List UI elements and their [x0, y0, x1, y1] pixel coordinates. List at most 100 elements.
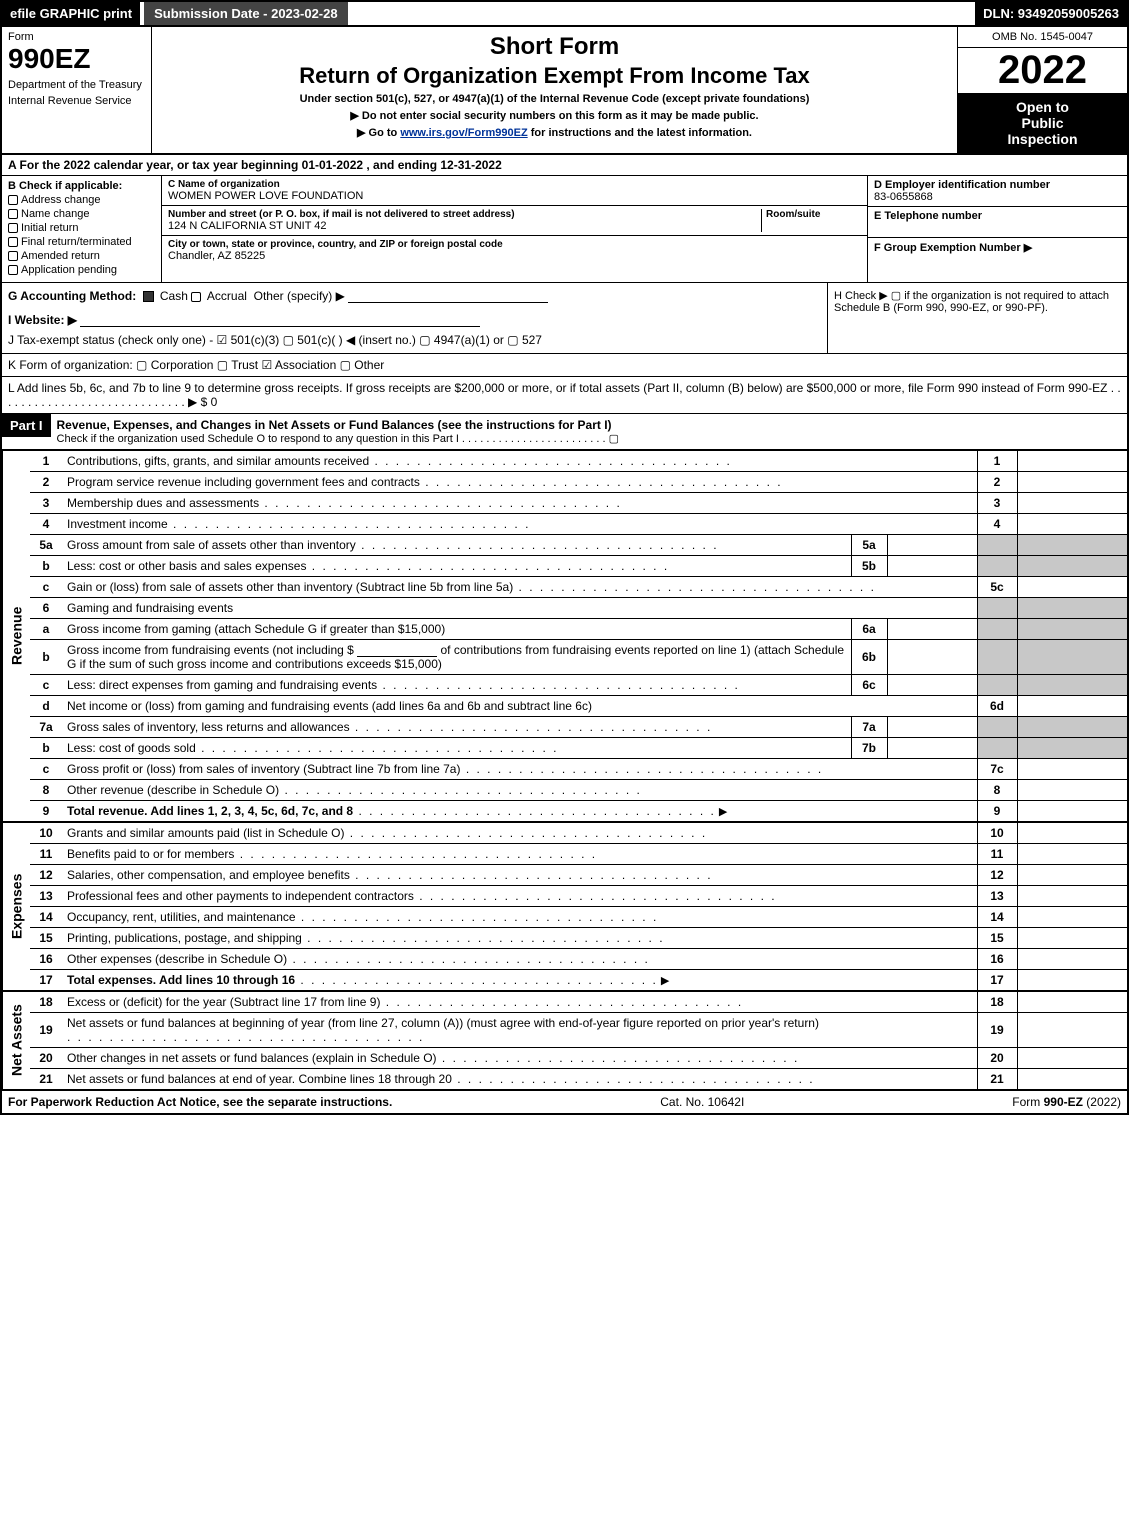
line-17: 17 Total expenses. Add lines 10 through … [30, 970, 1127, 991]
line-3: 3 Membership dues and assessments 3 [30, 493, 1127, 514]
line-5a: 5a Gross amount from sale of assets othe… [30, 535, 1127, 556]
footer-center: Cat. No. 10642I [660, 1095, 744, 1109]
goto-line: ▶ Go to www.irs.gov/Form990EZ for instru… [162, 126, 947, 139]
footer-right: Form 990-EZ (2022) [1012, 1095, 1121, 1109]
ssn-warning: ▶ Do not enter social security numbers o… [162, 109, 947, 122]
line-6a: a Gross income from gaming (attach Sched… [30, 619, 1127, 640]
org-name: WOMEN POWER LOVE FOUNDATION [168, 190, 861, 202]
efile-print-label[interactable]: efile GRAPHIC print [2, 2, 140, 25]
netassets-section: Net Assets 18 Excess or (deficit) for th… [0, 992, 1129, 1091]
g-other-blank[interactable] [348, 289, 548, 303]
line-6: 6 Gaming and fundraising events [30, 598, 1127, 619]
b-label: B Check if applicable: [8, 180, 155, 192]
group-exemption-label: F Group Exemption Number ▶ [874, 241, 1121, 254]
revenue-vlabel: Revenue [2, 451, 30, 821]
open-to-public: Open to Public Inspection [958, 93, 1127, 153]
goto-post: for instructions and the latest informat… [531, 127, 752, 139]
street-value: 124 N CALIFORNIA ST UNIT 42 [168, 220, 761, 232]
website-blank[interactable] [80, 313, 480, 327]
i-label: I Website: ▶ [8, 313, 77, 327]
subtitle: Under section 501(c), 527, or 4947(a)(1)… [162, 93, 947, 105]
cell-ein: D Employer identification number 83-0655… [868, 176, 1127, 207]
line-1: 1 Contributions, gifts, grants, and simi… [30, 451, 1127, 472]
goto-pre: ▶ Go to [357, 127, 400, 139]
header-center: Short Form Return of Organization Exempt… [152, 27, 957, 153]
dln-label: DLN: 93492059005263 [975, 2, 1127, 25]
row-g: G Accounting Method: Cash Accrual Other … [8, 289, 821, 303]
cell-telephone: E Telephone number [868, 207, 1127, 238]
col-b-checkboxes: B Check if applicable: Address change Na… [2, 176, 162, 282]
part1-check: Check if the organization used Schedule … [57, 432, 1121, 445]
6b-blank[interactable] [357, 643, 437, 657]
row-a-tax-year: A For the 2022 calendar year, or tax yea… [0, 155, 1129, 176]
header-left: Form 990EZ Department of the Treasury In… [2, 27, 152, 153]
page-footer: For Paperwork Reduction Act Notice, see … [0, 1091, 1129, 1115]
row-i: I Website: ▶ [8, 313, 821, 327]
col-c-org-info: C Name of organization WOMEN POWER LOVE … [162, 176, 867, 282]
g-label: G Accounting Method: [8, 289, 136, 303]
line-12: 12 Salaries, other compensation, and emp… [30, 865, 1127, 886]
open-line2: Public [962, 115, 1123, 131]
row-h: H Check ▶ ▢ if the organization is not r… [827, 283, 1127, 353]
line-8: 8 Other revenue (describe in Schedule O)… [30, 780, 1127, 801]
line-18: 18 Excess or (deficit) for the year (Sub… [30, 992, 1127, 1013]
tax-year: 2022 [958, 48, 1127, 93]
chk-final-return[interactable]: Final return/terminated [8, 236, 155, 248]
chk-amended-return[interactable]: Amended return [8, 250, 155, 262]
form-label: Form [8, 31, 145, 43]
chk-name-change[interactable]: Name change [8, 208, 155, 220]
line-11: 11 Benefits paid to or for members 11 [30, 844, 1127, 865]
expenses-section: Expenses 10 Grants and similar amounts p… [0, 823, 1129, 992]
line-4: 4 Investment income 4 [30, 514, 1127, 535]
part1-label: Part I [2, 414, 51, 437]
street-label: Number and street (or P. O. box, if mail… [168, 209, 761, 220]
open-line3: Inspection [962, 131, 1123, 147]
line-14: 14 Occupancy, rent, utilities, and maint… [30, 907, 1127, 928]
chk-address-change[interactable]: Address change [8, 194, 155, 206]
col-d-ids: D Employer identification number 83-0655… [867, 176, 1127, 282]
cell-group-exemption: F Group Exemption Number ▶ [868, 238, 1127, 269]
line-15: 15 Printing, publications, postage, and … [30, 928, 1127, 949]
part1-header-row: Part I Revenue, Expenses, and Changes in… [0, 414, 1129, 450]
line-2: 2 Program service revenue including gove… [30, 472, 1127, 493]
dept-treasury: Department of the Treasury [8, 79, 145, 91]
expenses-table: 10 Grants and similar amounts paid (list… [30, 823, 1127, 990]
cell-org-name: C Name of organization WOMEN POWER LOVE … [162, 176, 867, 206]
revenue-section: Revenue 1 Contributions, gifts, grants, … [0, 450, 1129, 823]
line-5c: c Gain or (loss) from sale of assets oth… [30, 577, 1127, 598]
city-value: Chandler, AZ 85225 [168, 250, 861, 262]
line-10: 10 Grants and similar amounts paid (list… [30, 823, 1127, 844]
line-7c: c Gross profit or (loss) from sales of i… [30, 759, 1127, 780]
chk-application-pending[interactable]: Application pending [8, 264, 155, 276]
header-right: OMB No. 1545-0047 2022 Open to Public In… [957, 27, 1127, 153]
line-20: 20 Other changes in net assets or fund b… [30, 1048, 1127, 1069]
line-6b: b Gross income from fundraising events (… [30, 640, 1127, 675]
tel-label: E Telephone number [874, 210, 1121, 222]
line-21: 21 Net assets or fund balances at end of… [30, 1069, 1127, 1090]
city-label: City or town, state or province, country… [168, 239, 861, 250]
line-7a: 7a Gross sales of inventory, less return… [30, 717, 1127, 738]
chk-initial-return[interactable]: Initial return [8, 222, 155, 234]
irs-link[interactable]: www.irs.gov/Form990EZ [400, 127, 527, 139]
g-accrual: Accrual [207, 289, 247, 303]
section-ghij: G Accounting Method: Cash Accrual Other … [0, 283, 1129, 354]
footer-left: For Paperwork Reduction Act Notice, see … [8, 1095, 392, 1109]
line-5b: b Less: cost or other basis and sales ex… [30, 556, 1127, 577]
line-6c: c Less: direct expenses from gaming and … [30, 675, 1127, 696]
expenses-vlabel: Expenses [2, 823, 30, 990]
row-k: K Form of organization: ▢ Corporation ▢ … [0, 354, 1129, 377]
line-16: 16 Other expenses (describe in Schedule … [30, 949, 1127, 970]
top-bar: efile GRAPHIC print Submission Date - 20… [0, 0, 1129, 27]
form-header: Form 990EZ Department of the Treasury In… [0, 27, 1129, 155]
row-j: J Tax-exempt status (check only one) - ☑… [8, 333, 821, 347]
room-label: Room/suite [766, 209, 861, 220]
part1-title: Revenue, Expenses, and Changes in Net As… [57, 418, 1121, 432]
return-title: Return of Organization Exempt From Incom… [162, 63, 947, 89]
line-9: 9 Total revenue. Add lines 1, 2, 3, 4, 5… [30, 801, 1127, 822]
part1-title-block: Revenue, Expenses, and Changes in Net As… [51, 414, 1127, 449]
revenue-table: 1 Contributions, gifts, grants, and simi… [30, 451, 1127, 821]
chk-cash-icon[interactable] [143, 291, 154, 302]
chk-accrual-icon[interactable] [191, 292, 201, 302]
g-other: Other (specify) ▶ [254, 289, 345, 303]
line-6d: d Net income or (loss) from gaming and f… [30, 696, 1127, 717]
